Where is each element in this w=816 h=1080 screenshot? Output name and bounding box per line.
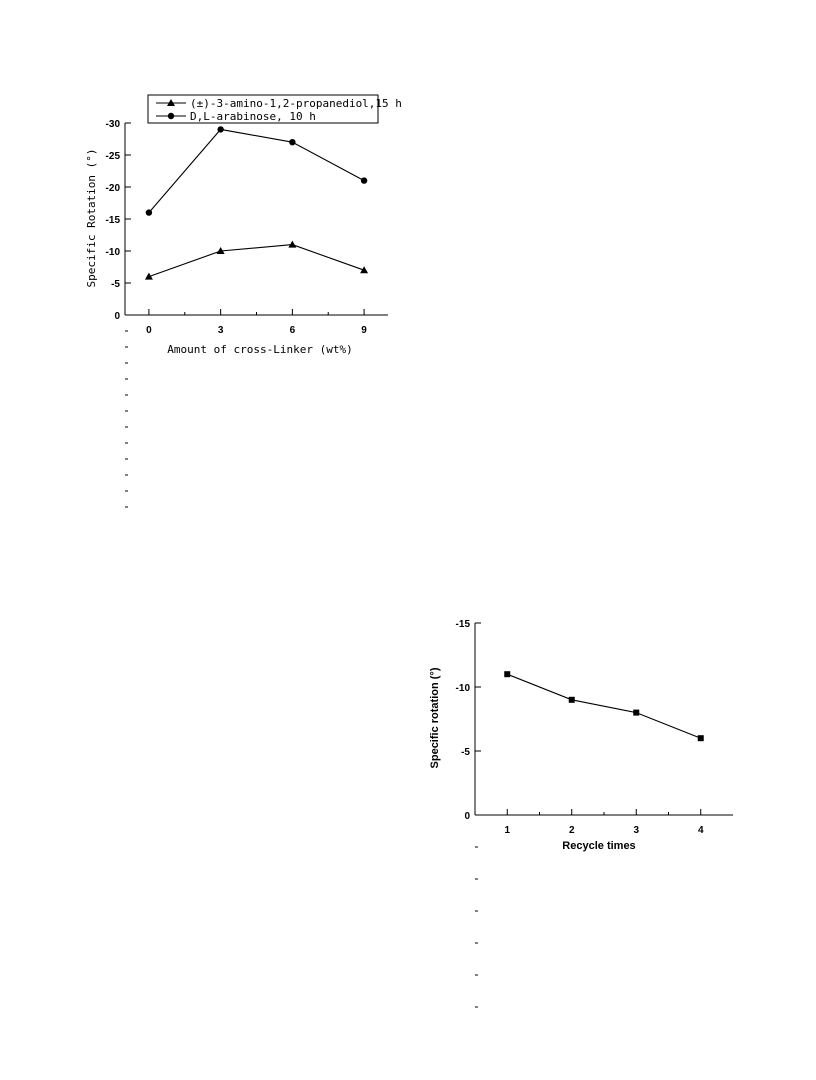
series-group — [504, 671, 704, 742]
y-tick-label: -10 — [456, 683, 471, 694]
data-point-square — [504, 671, 511, 678]
x-ticks: 0 3 6 9 — [146, 309, 367, 336]
legend: (±)-3-amino-1,2-propanediol,15 h D,L-ara… — [147, 94, 402, 124]
series-group — [144, 126, 369, 280]
y-axis-label: Specific Rotation (°) — [85, 148, 98, 287]
y-tick-label: -15 — [106, 215, 121, 226]
x-tick-label: 1 — [504, 825, 510, 836]
y-tick-label: -20 — [106, 183, 121, 194]
y-ticks: 0 -5 -10 -15 -20 -25 -30 — [106, 119, 131, 508]
x-tick-label: 2 — [569, 825, 575, 836]
y-tick-label: 0 — [464, 811, 470, 822]
series-line-1 — [148, 244, 365, 278]
series-line-2 — [148, 128, 365, 213]
y-tick-label: -10 — [106, 247, 121, 258]
y-axis-label: Specific rotation (°) — [429, 667, 441, 768]
x-tick-label: 3 — [218, 325, 224, 336]
x-tick-label: 3 — [633, 825, 639, 836]
data-point-square — [568, 696, 575, 703]
y-tick-label: -30 — [106, 119, 121, 130]
data-point-triangle — [216, 247, 225, 254]
legend-label-2: D,L-arabinose, 10 h — [190, 110, 316, 123]
y-tick-label: 0 — [114, 311, 120, 322]
data-point-square — [633, 709, 640, 716]
data-point-square — [697, 735, 704, 742]
x-axis-label: Recycle times — [562, 840, 635, 852]
x-tick-label: 9 — [361, 325, 367, 336]
data-point-triangle — [288, 240, 297, 248]
data-point-circle — [289, 139, 296, 146]
x-tick-label: 6 — [290, 325, 296, 336]
series-line-1 — [507, 673, 701, 739]
legend-triangle-marker — [167, 99, 175, 106]
y-ticks: 0 -5 -10 -15 — [456, 619, 481, 1008]
x-tick-label: 4 — [698, 825, 704, 836]
plot-frame — [474, 623, 733, 816]
legend-label-1: (±)-3-amino-1,2-propanediol,15 h — [190, 97, 402, 110]
legend-circle-marker — [167, 112, 175, 120]
y-tick-label: -5 — [461, 747, 470, 758]
data-point-circle — [360, 177, 368, 184]
x-axis-label: Amount of cross-Linker (wt%) — [167, 343, 352, 356]
y-tick-label: -5 — [111, 279, 120, 290]
x-tick-label: 0 — [146, 325, 152, 336]
y-tick-label: -15 — [456, 619, 471, 630]
data-point-triangle — [144, 272, 153, 280]
data-point-triangle — [360, 266, 369, 274]
x-ticks: 1 2 3 4 — [504, 809, 704, 836]
y-tick-label: -25 — [106, 151, 121, 162]
legend-box — [147, 94, 379, 124]
data-point-circle — [145, 209, 153, 216]
data-point-circle — [217, 126, 224, 133]
